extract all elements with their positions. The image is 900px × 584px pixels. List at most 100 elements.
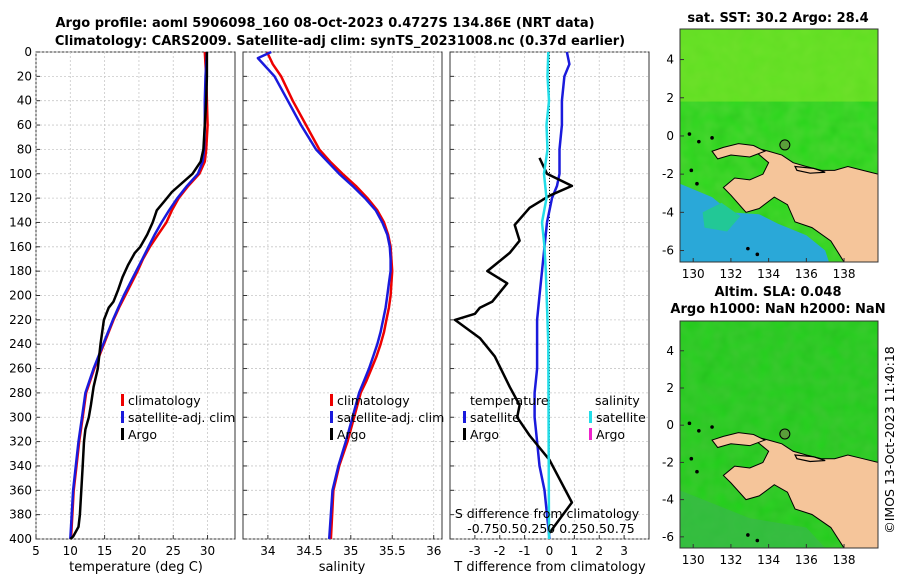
- legend-label-argo: Argo: [337, 427, 366, 442]
- y-tick-label: 380: [9, 508, 32, 522]
- x-tick-label: 25: [166, 544, 181, 558]
- island: [687, 132, 692, 136]
- legend-label-t-argo: Argo: [470, 427, 499, 442]
- map-y-tick-label: -4: [662, 493, 674, 507]
- x-tick-label: -2: [494, 544, 506, 558]
- map-y-tick-label: -6: [662, 530, 674, 544]
- sst-map-title: sat. SST: 30.2 Argo: 28.4: [687, 11, 868, 26]
- difference-panel: -3 -2 -1 0 1 2 3: [449, 51, 650, 558]
- island: [746, 533, 750, 537]
- legend-label-s-satellite: satellite: [596, 410, 646, 425]
- legend-label-t-satellite: satellite: [470, 410, 520, 425]
- difference-top-ticks: -0.750.50.250 0.250.50.75: [467, 521, 635, 536]
- y-tick-label: 340: [9, 459, 32, 473]
- warm-region: [680, 29, 878, 102]
- x-tick-label: 5: [32, 544, 40, 558]
- x-tick-label: 34: [260, 544, 275, 558]
- x-tick-label: 1: [571, 544, 579, 558]
- map-x-tick-label: 132: [719, 267, 742, 281]
- map-y-tick-label: -2: [662, 455, 674, 469]
- sla-map: [680, 321, 878, 548]
- difference-top-xlabel: S difference from climatology: [455, 506, 640, 521]
- series-line-satellite-adj-clim: [256, 50, 392, 540]
- legend-swatch-argo: [121, 428, 124, 440]
- map-y-tick-label: 4: [666, 344, 674, 358]
- legend-swatch-t-satellite: [463, 411, 466, 423]
- difference-legend: temperature satellite Argo salinity sate…: [455, 393, 646, 536]
- map-y-tick-label: -6: [662, 244, 674, 258]
- sst-map-frame: [679, 28, 879, 263]
- sst-map: [680, 29, 878, 262]
- y-tick-label: 320: [9, 435, 32, 449]
- coastline-yapen: [793, 454, 826, 463]
- map-x-tick-label: 134: [757, 267, 780, 281]
- coastline-yapen: [794, 165, 826, 174]
- map-x-tick-label: 138: [833, 553, 856, 567]
- x-tick-label: 3: [620, 544, 628, 558]
- x-tick-label: -3: [469, 544, 481, 558]
- legend-swatch-s-satellite: [589, 411, 592, 423]
- x-tick-label: 15: [97, 544, 112, 558]
- land-vogelkop: [711, 143, 767, 160]
- island: [695, 469, 699, 474]
- y-tick-label: 180: [9, 264, 32, 278]
- series-line-temperature-argo: [453, 157, 574, 534]
- map-y-tick-label: 2: [666, 381, 674, 395]
- legend-swatch-satellite: [330, 411, 333, 423]
- y-tick-label: 140: [9, 215, 32, 229]
- salinity-xlabel: salinity: [319, 560, 366, 575]
- legend-label-satellite: satellite-adj. clim: [128, 410, 235, 425]
- island: [710, 425, 714, 429]
- island: [697, 428, 701, 433]
- map-x-tick-label: 136: [795, 553, 818, 567]
- legend-swatch-s-argo: [589, 428, 592, 440]
- island: [746, 246, 750, 251]
- y-tick-label: 240: [9, 337, 32, 351]
- series-line-climatology: [265, 51, 394, 540]
- temperature-panel: 0 20 40 60 80 100 120 140 160 180 200 220 240 260 280 3…: [9, 45, 236, 558]
- sla-low-region: [680, 490, 826, 548]
- temperature-xlabel: temperature (deg C): [69, 560, 203, 575]
- map-x-tick-label: 138: [833, 267, 856, 281]
- x-tick-label: 10: [63, 544, 78, 558]
- map-y-tick-label: -2: [662, 167, 674, 181]
- x-tick-label: -1: [519, 544, 531, 558]
- island: [755, 538, 760, 543]
- map-x-tick-label: 136: [795, 267, 818, 281]
- map-x-tick-label: 132: [719, 553, 742, 567]
- island: [755, 252, 760, 257]
- y-tick-label: 260: [9, 362, 32, 376]
- difference-xlabel: T difference from climatology: [453, 560, 646, 575]
- x-tick-label: 35.5: [379, 544, 406, 558]
- legend-label-satellite: satellite-adj. clim: [337, 410, 444, 425]
- legend-label-climatology: climatology: [128, 393, 201, 408]
- legend-title-temperature: temperature: [470, 393, 549, 408]
- legend-swatch-climatology: [121, 394, 124, 406]
- imos-timestamp: ©IMOS 13-Oct-2023 11:40:18: [882, 346, 897, 534]
- y-tick-label: 300: [9, 410, 32, 424]
- cool-water-region: [680, 183, 829, 262]
- figure-title-line1: Argo profile: aoml 5906098_160 08-Oct-20…: [55, 16, 594, 31]
- y-tick-label: 40: [17, 94, 32, 108]
- y-tick-label: 80: [17, 142, 32, 156]
- legend-swatch-climatology: [330, 394, 333, 406]
- legend-swatch-satellite: [121, 411, 124, 423]
- x-tick-label: 34.5: [296, 544, 323, 558]
- y-tick-label: 360: [9, 483, 32, 497]
- figure-title-line2: Climatology: CARS2009. Satellite-adj cli…: [55, 34, 625, 49]
- y-tick-label: 160: [9, 240, 32, 254]
- sla-map-frame: [679, 320, 879, 549]
- map-y-tick-label: 0: [666, 129, 674, 143]
- island: [687, 421, 692, 426]
- island: [689, 456, 694, 461]
- y-tick-label: 220: [9, 313, 32, 327]
- map-y-tick-label: 0: [666, 418, 674, 432]
- series-line-argo: [69, 52, 209, 540]
- island: [689, 168, 694, 173]
- argo-float-marker: [779, 428, 791, 440]
- map-x-tick-label: 130: [682, 267, 705, 281]
- island: [695, 181, 699, 186]
- legend-label-climatology: climatology: [337, 393, 410, 408]
- island: [710, 136, 714, 140]
